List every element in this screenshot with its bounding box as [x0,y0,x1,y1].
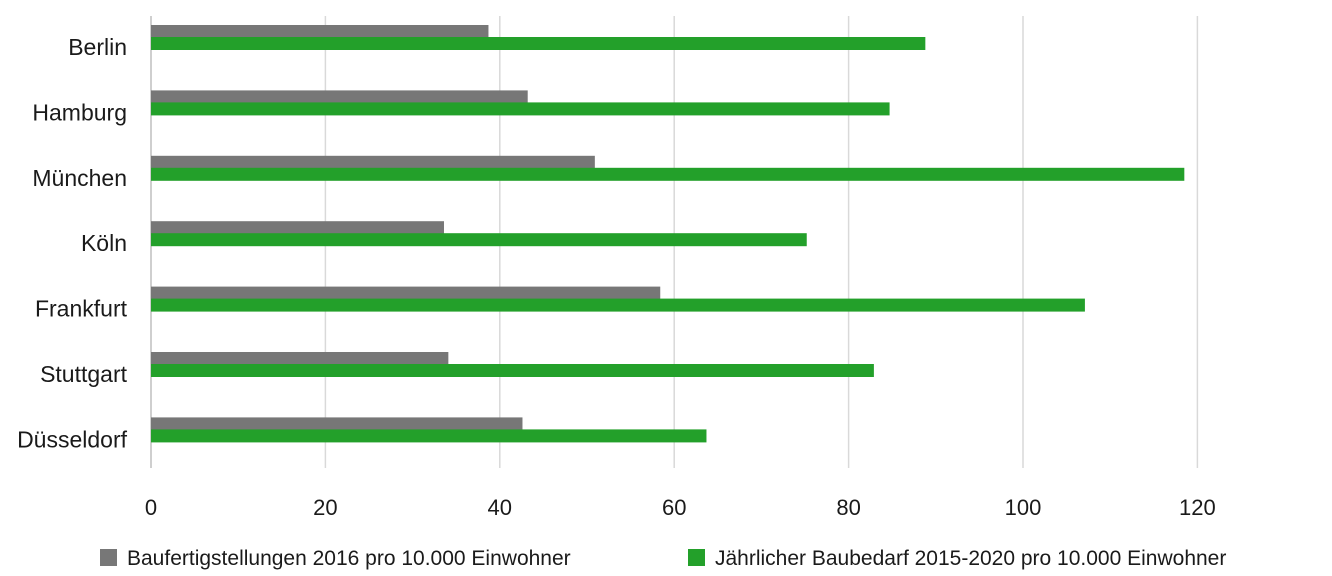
bar-baufertigstellungen [151,352,449,365]
bar-baubedarf [151,37,926,50]
category-labels: Berlin Hamburg München Köln Frankfurt Stuttga… [17,34,128,452]
bar-baufertigstellungen [151,221,444,235]
bar-baubedarf [151,364,874,377]
category-label: München [32,165,127,191]
x-axis-ticks: 0 20 40 60 80 100 120 [145,495,1216,520]
x-tick-label: 80 [836,495,860,520]
bar-baubedarf [151,233,807,247]
legend-swatch-1 [688,549,705,566]
bar-baufertigstellungen [151,286,661,300]
category-label: Düsseldorf [17,426,128,452]
bar-baubedarf [151,429,707,443]
bar-baufertigstellungen [151,25,489,38]
bar-baufertigstellungen [151,417,523,431]
bar-baubedarf [151,102,890,116]
category-label: Berlin [68,34,127,60]
x-tick-label: 60 [662,495,686,520]
bar-baubedarf [151,298,1085,312]
bar-baufertigstellungen [151,90,528,104]
legend-label-1: Jährlicher Baubedarf 2015-2020 pro 10.00… [715,547,1226,570]
x-tick-label: 20 [313,495,337,520]
x-tick-label: 40 [488,495,512,520]
category-label: Hamburg [32,99,127,125]
x-tick-label: 0 [145,495,157,520]
x-tick-label: 120 [1179,495,1216,520]
legend-swatch-0 [100,549,117,566]
bar-baufertigstellungen [151,155,595,169]
bars [151,25,1185,443]
legend: Baufertigstellungen 2016 pro 10.000 Einw… [100,547,1226,570]
category-label: Köln [81,230,127,256]
category-label: Stuttgart [40,361,128,387]
legend-label-0: Baufertigstellungen 2016 pro 10.000 Einw… [127,547,571,570]
x-tick-label: 100 [1005,495,1042,520]
category-label: Frankfurt [35,296,128,322]
bar-baubedarf [151,167,1185,181]
